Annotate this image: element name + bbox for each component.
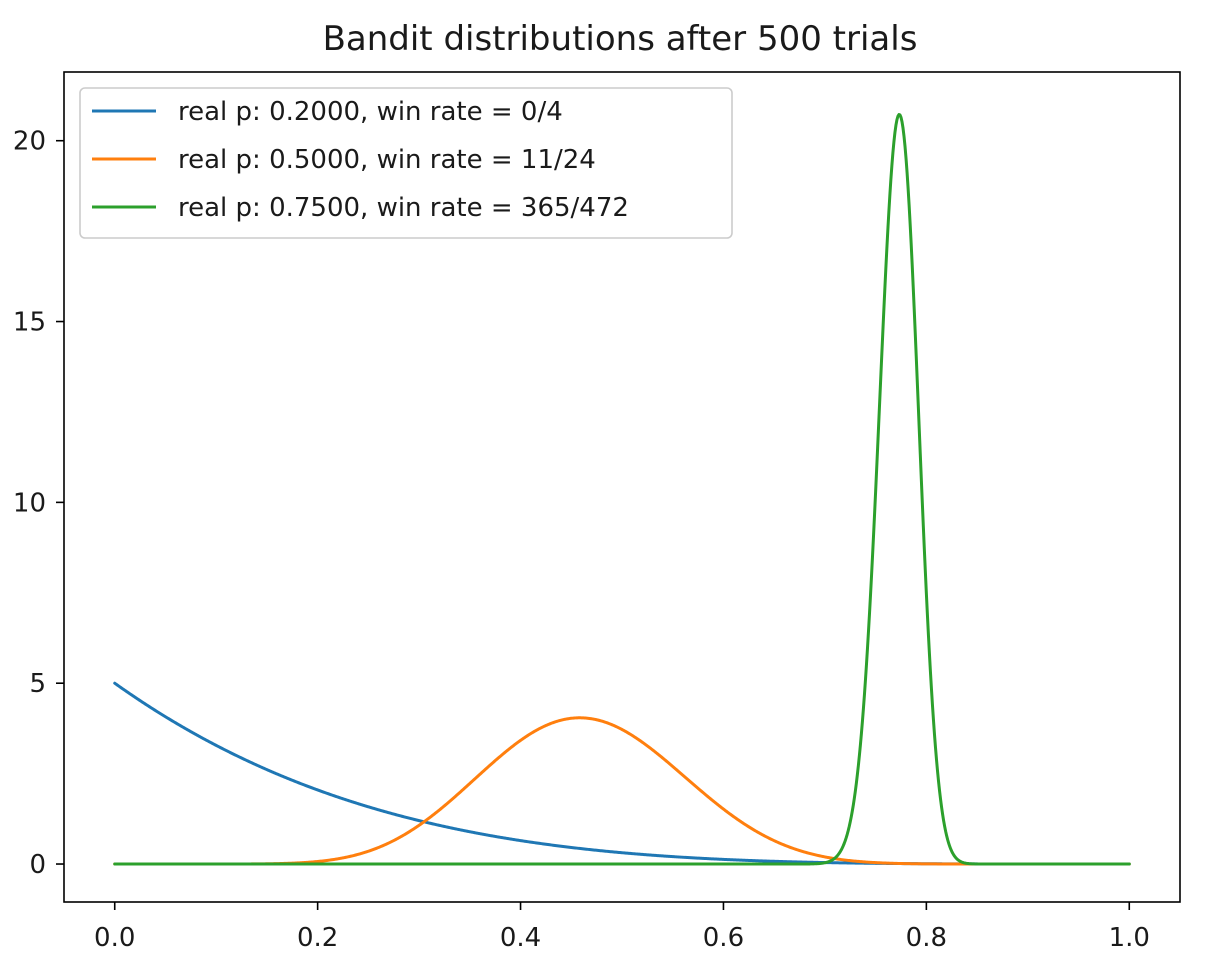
series-line-3: [113, 113, 1131, 866]
y-tick-label: 0: [29, 850, 46, 880]
y-tick-label: 5: [29, 669, 46, 699]
x-tick-label: 0.0: [94, 923, 135, 953]
y-tick-label: 15: [13, 308, 46, 338]
plot-area: [113, 113, 1131, 866]
legend-label: real p: 0.5000, win rate = 11/24: [178, 145, 596, 175]
x-tick-label: 1.0: [1109, 923, 1150, 953]
y-tick-label: 10: [13, 488, 46, 518]
legend-box: [79, 87, 733, 239]
y-tick-label: 20: [13, 127, 46, 157]
chart-title: Bandit distributions after 500 trials: [323, 19, 918, 59]
series-line-1: [113, 681, 1131, 866]
x-tick-label: 0.4: [500, 923, 541, 953]
legend-label: real p: 0.2000, win rate = 0/4: [178, 97, 563, 127]
x-tick-label: 0.8: [906, 923, 947, 953]
y-axis: 0 5 10 15 20: [13, 127, 64, 880]
x-tick-label: 0.6: [703, 923, 744, 953]
x-axis: 0.0 0.2 0.4 0.6 0.8 1.0: [94, 902, 1150, 953]
axes-frame: [63, 71, 1181, 903]
legend-label: real p: 0.7500, win rate = 365/472: [178, 193, 629, 223]
legend: real p: 0.2000, win rate = 0/4 real p: 0.…: [79, 87, 733, 239]
series-line-2: [113, 716, 1131, 866]
x-tick-label: 0.2: [297, 923, 338, 953]
